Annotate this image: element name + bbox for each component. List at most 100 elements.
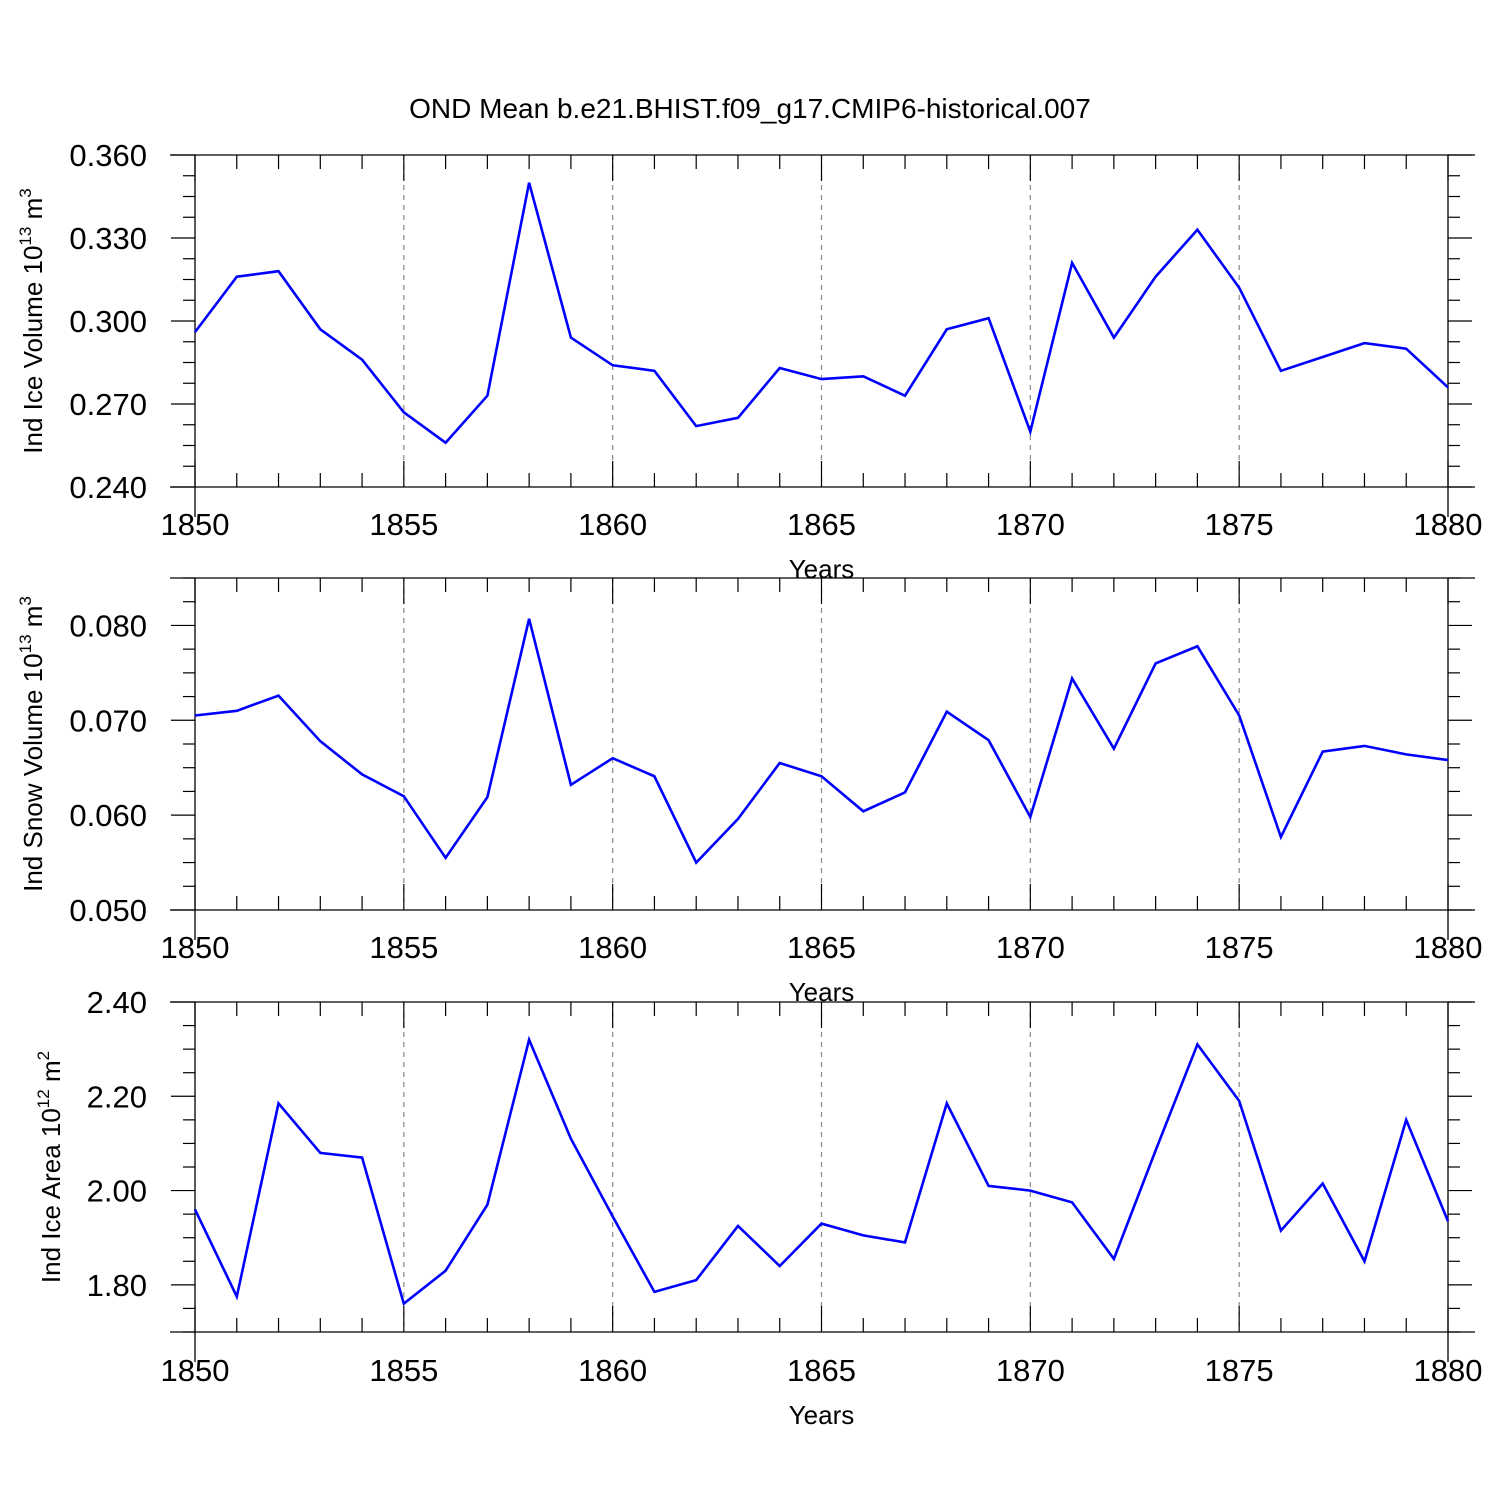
x-tick-label: 1880: [1414, 1353, 1483, 1388]
data-point: [569, 783, 573, 787]
data-point: [1112, 336, 1116, 340]
x-tick-label: 1850: [161, 1353, 230, 1388]
x-tick-label: 1865: [787, 1353, 856, 1388]
data-point: [1195, 644, 1199, 648]
data-point: [277, 1101, 281, 1105]
x-tick-label: 1870: [996, 507, 1065, 542]
data-point: [569, 1137, 573, 1141]
data-point: [193, 1207, 197, 1211]
data-point: [820, 774, 824, 778]
data-point: [402, 794, 406, 798]
data-point: [569, 336, 573, 340]
data-point: [1321, 1182, 1325, 1186]
x-tick-label: 1860: [578, 507, 647, 542]
data-point: [1112, 1257, 1116, 1261]
data-point: [360, 772, 364, 776]
data-point: [861, 1233, 865, 1237]
y-tick-label: 0.070: [69, 703, 147, 738]
data-point: [193, 330, 197, 334]
data-point: [318, 739, 322, 743]
data-point: [360, 358, 364, 362]
data-point: [1446, 758, 1450, 762]
data-point: [652, 774, 656, 778]
data-point: [778, 1264, 782, 1268]
data-point: [1028, 430, 1032, 434]
data-point: [820, 1222, 824, 1226]
x-tick-label: 1850: [161, 507, 230, 542]
data-point: [527, 617, 531, 621]
data-point: [611, 756, 615, 760]
data-point: [1195, 1042, 1199, 1046]
data-point: [402, 410, 406, 414]
x-tick-label: 1855: [369, 507, 438, 542]
data-point: [1321, 355, 1325, 359]
data-point: [1446, 385, 1450, 389]
x-axis-title: Years: [789, 1400, 855, 1430]
panel-3: 1.80 2.00 2.20 2.40 1850 1855 1860 1865 1870 1875…: [34, 985, 1482, 1430]
data-point: [485, 795, 489, 799]
data-point: [277, 269, 281, 273]
y-tick-label: 0.300: [69, 304, 147, 339]
chart-title: OND Mean b.e21.BHIST.f09_g17.CMIP6-histo…: [409, 93, 1091, 124]
data-point: [945, 710, 949, 714]
data-point: [987, 738, 991, 742]
data-point: [318, 1151, 322, 1155]
data-point: [694, 861, 698, 865]
data-point: [903, 1240, 907, 1244]
data-point: [1321, 750, 1325, 754]
data-point: [987, 1184, 991, 1188]
y-tick-label: 0.270: [69, 387, 147, 422]
data-point: [903, 394, 907, 398]
data-point: [1154, 275, 1158, 279]
x-tick-label: 1855: [369, 1353, 438, 1388]
data-point: [1237, 714, 1241, 718]
x-tick-label: 1870: [996, 1353, 1065, 1388]
data-point: [611, 1215, 615, 1219]
data-point: [1070, 677, 1074, 681]
y-tick-label: 1.80: [87, 1268, 147, 1303]
data-point: [444, 441, 448, 445]
y-tick-label: 0.240: [69, 470, 147, 505]
data-point: [235, 275, 239, 279]
y-tick-label: 2.20: [87, 1079, 147, 1114]
data-point: [1070, 1200, 1074, 1204]
data-point: [1279, 1229, 1283, 1233]
panel-1: 0.240 0.270 0.300 0.330 0.360 1850 1855 1860 186…: [16, 138, 1482, 584]
data-point: [193, 714, 197, 718]
data-point: [1028, 1189, 1032, 1193]
data-point: [235, 709, 239, 713]
data-point: [1446, 1219, 1450, 1223]
x-tick-label: 1880: [1414, 507, 1483, 542]
data-point: [736, 817, 740, 821]
y-tick-label: 2.00: [87, 1174, 147, 1209]
data-point: [1237, 1099, 1241, 1103]
data-point: [694, 1278, 698, 1282]
data-point: [652, 369, 656, 373]
y-axis-title: Ind Ice Volume 1013 m3: [16, 188, 48, 453]
data-point: [1154, 661, 1158, 665]
data-point: [444, 1269, 448, 1273]
data-point: [1362, 1259, 1366, 1263]
data-point: [277, 694, 281, 698]
data-point: [778, 761, 782, 765]
data-point: [1362, 744, 1366, 748]
data-point: [527, 181, 531, 185]
data-point: [402, 1302, 406, 1306]
data-point: [736, 416, 740, 420]
data-point: [987, 316, 991, 320]
y-tick-label: 0.060: [69, 798, 147, 833]
x-tick-label: 1865: [787, 507, 856, 542]
x-tick-label: 1870: [996, 930, 1065, 965]
data-point: [1237, 286, 1241, 290]
data-point: [235, 1295, 239, 1299]
data-point: [1028, 815, 1032, 819]
data-point: [945, 327, 949, 331]
panel-2: 0.050 0.060 0.070 0.080 1850 1855 1860 1865 1870…: [16, 577, 1482, 1007]
data-point: [903, 790, 907, 794]
data-point: [611, 363, 615, 367]
data-point: [1362, 341, 1366, 345]
data-point: [652, 1290, 656, 1294]
x-tick-label: 1875: [1205, 1353, 1274, 1388]
data-point: [736, 1224, 740, 1228]
